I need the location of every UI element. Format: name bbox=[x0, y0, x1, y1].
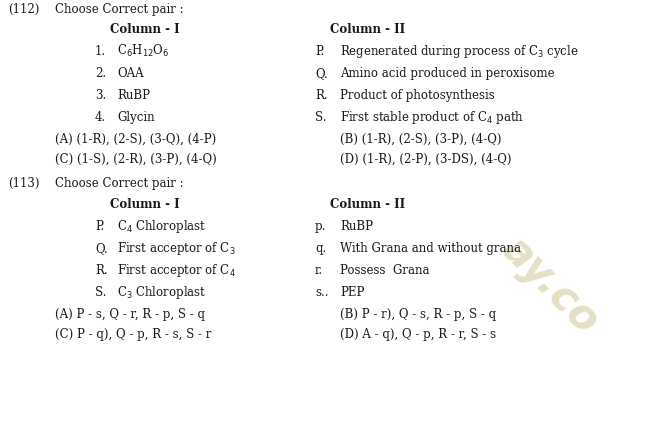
Text: Amino acid produced in peroxisome: Amino acid produced in peroxisome bbox=[340, 67, 554, 80]
Text: First acceptor of C$_3$: First acceptor of C$_3$ bbox=[117, 240, 236, 257]
Text: S.: S. bbox=[95, 286, 107, 299]
Text: P.: P. bbox=[315, 45, 324, 58]
Text: p.: p. bbox=[315, 220, 326, 233]
Text: (D) A - q), Q - p, R - r, S - s: (D) A - q), Q - p, R - r, S - s bbox=[340, 328, 496, 341]
Text: r.: r. bbox=[315, 264, 323, 277]
Text: C$_4$ Chloroplast: C$_4$ Chloroplast bbox=[117, 218, 206, 235]
Text: Choose Correct pair :: Choose Correct pair : bbox=[55, 177, 184, 190]
Text: Choose Correct pair :: Choose Correct pair : bbox=[55, 3, 184, 16]
Text: Column - I: Column - I bbox=[110, 198, 180, 211]
Text: 2.: 2. bbox=[95, 67, 106, 80]
Text: C$_3$ Chloroplast: C$_3$ Chloroplast bbox=[117, 284, 206, 301]
Text: Regenerated during process of C$_3$ cycle: Regenerated during process of C$_3$ cycl… bbox=[340, 43, 578, 60]
Text: Column - II: Column - II bbox=[330, 23, 405, 36]
Text: (B) P - r), Q - s, R - p, S - q: (B) P - r), Q - s, R - p, S - q bbox=[340, 308, 496, 321]
Text: S.: S. bbox=[315, 111, 327, 124]
Text: Column - I: Column - I bbox=[110, 23, 180, 36]
Text: First acceptor of C$_4$: First acceptor of C$_4$ bbox=[117, 262, 236, 279]
Text: Q.: Q. bbox=[315, 67, 328, 80]
Text: PEP: PEP bbox=[340, 286, 364, 299]
Text: P.: P. bbox=[95, 220, 104, 233]
Text: (A) (1-R), (2-S), (3-Q), (4-P): (A) (1-R), (2-S), (3-Q), (4-P) bbox=[55, 133, 216, 146]
Text: C$_6$H$_{12}$O$_6$: C$_6$H$_{12}$O$_6$ bbox=[117, 43, 170, 59]
Text: OAA: OAA bbox=[117, 67, 144, 80]
Text: (B) (1-R), (2-S), (3-P), (4-Q): (B) (1-R), (2-S), (3-P), (4-Q) bbox=[340, 133, 501, 146]
Text: With Grana and without grana: With Grana and without grana bbox=[340, 242, 521, 255]
Text: RuBP: RuBP bbox=[340, 220, 373, 233]
Text: (A) P - s, Q - r, R - p, S - q: (A) P - s, Q - r, R - p, S - q bbox=[55, 308, 205, 321]
Text: Possess  Grana: Possess Grana bbox=[340, 264, 430, 277]
Text: Product of photosynthesis: Product of photosynthesis bbox=[340, 89, 495, 102]
Text: First stable product of C$_4$ path: First stable product of C$_4$ path bbox=[340, 109, 524, 126]
Text: Glycin: Glycin bbox=[117, 111, 155, 124]
Text: (C) (1-S), (2-R), (3-P), (4-Q): (C) (1-S), (2-R), (3-P), (4-Q) bbox=[55, 153, 217, 166]
Text: q.: q. bbox=[315, 242, 326, 255]
Text: R.: R. bbox=[95, 264, 107, 277]
Text: 4.: 4. bbox=[95, 111, 106, 124]
Text: (D) (1-R), (2-P), (3-DS), (4-Q): (D) (1-R), (2-P), (3-DS), (4-Q) bbox=[340, 153, 512, 166]
Text: (112): (112) bbox=[8, 3, 39, 16]
Text: (C) P - q), Q - p, R - s, S - r: (C) P - q), Q - p, R - s, S - r bbox=[55, 328, 212, 341]
Text: R.: R. bbox=[315, 89, 327, 102]
Text: s..: s.. bbox=[315, 286, 329, 299]
Text: ay.co: ay.co bbox=[493, 228, 607, 342]
Text: Column - II: Column - II bbox=[330, 198, 405, 211]
Text: RuBP: RuBP bbox=[117, 89, 150, 102]
Text: (113): (113) bbox=[8, 177, 39, 190]
Text: 1.: 1. bbox=[95, 45, 106, 58]
Text: Q.: Q. bbox=[95, 242, 108, 255]
Text: 3.: 3. bbox=[95, 89, 106, 102]
